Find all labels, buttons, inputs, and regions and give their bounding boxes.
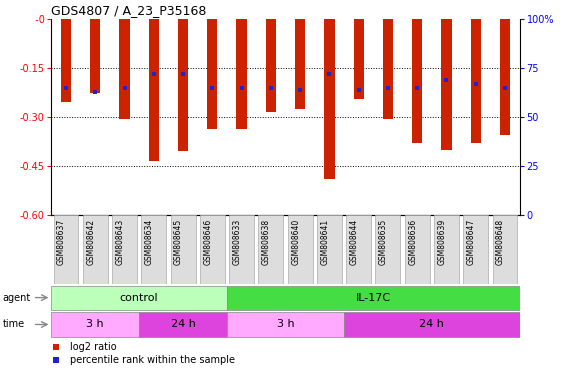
FancyBboxPatch shape <box>317 215 342 284</box>
Bar <box>236 19 247 129</box>
Bar <box>383 19 393 119</box>
Text: GSM808633: GSM808633 <box>232 218 242 265</box>
Text: GSM808645: GSM808645 <box>174 218 183 265</box>
Bar <box>119 19 130 119</box>
Text: 24 h: 24 h <box>419 319 444 329</box>
Text: percentile rank within the sample: percentile rank within the sample <box>70 355 235 365</box>
FancyBboxPatch shape <box>376 215 400 284</box>
FancyBboxPatch shape <box>112 215 137 284</box>
Bar <box>353 19 364 99</box>
Text: IL-17C: IL-17C <box>356 293 391 303</box>
Text: GSM808648: GSM808648 <box>496 218 505 265</box>
Text: GSM808638: GSM808638 <box>262 218 271 265</box>
Text: agent: agent <box>3 293 31 303</box>
Bar <box>324 19 335 179</box>
FancyBboxPatch shape <box>259 215 283 284</box>
Bar <box>207 19 218 129</box>
Text: GSM808634: GSM808634 <box>145 218 154 265</box>
Text: GSM808637: GSM808637 <box>57 218 66 265</box>
FancyBboxPatch shape <box>227 286 520 310</box>
Bar <box>500 19 510 135</box>
Bar <box>295 19 305 109</box>
Text: GSM808636: GSM808636 <box>408 218 417 265</box>
Text: GSM808646: GSM808646 <box>203 218 212 265</box>
Text: GDS4807 / A_23_P35168: GDS4807 / A_23_P35168 <box>51 3 207 17</box>
FancyBboxPatch shape <box>171 215 195 284</box>
Bar <box>412 19 423 143</box>
FancyBboxPatch shape <box>83 215 108 284</box>
Text: GSM808635: GSM808635 <box>379 218 388 265</box>
FancyBboxPatch shape <box>227 313 344 336</box>
FancyBboxPatch shape <box>288 215 312 284</box>
Text: 3 h: 3 h <box>277 319 294 329</box>
Text: GSM808641: GSM808641 <box>320 218 329 265</box>
Text: GSM808644: GSM808644 <box>349 218 359 265</box>
Text: 24 h: 24 h <box>171 319 195 329</box>
FancyBboxPatch shape <box>51 313 139 336</box>
Text: GSM808647: GSM808647 <box>467 218 476 265</box>
Text: GSM808643: GSM808643 <box>115 218 124 265</box>
FancyBboxPatch shape <box>434 215 459 284</box>
FancyBboxPatch shape <box>139 313 227 336</box>
Bar <box>178 19 188 151</box>
FancyBboxPatch shape <box>200 215 225 284</box>
Text: time: time <box>3 319 25 329</box>
Bar <box>441 19 452 150</box>
FancyBboxPatch shape <box>51 286 227 310</box>
Bar <box>61 19 71 103</box>
Bar <box>266 19 276 112</box>
Text: control: control <box>120 293 159 303</box>
Text: 3 h: 3 h <box>86 319 104 329</box>
FancyBboxPatch shape <box>229 215 254 284</box>
Text: GSM808639: GSM808639 <box>437 218 447 265</box>
Bar <box>90 19 100 93</box>
FancyBboxPatch shape <box>405 215 429 284</box>
FancyBboxPatch shape <box>142 215 166 284</box>
FancyBboxPatch shape <box>344 313 520 336</box>
FancyBboxPatch shape <box>346 215 371 284</box>
Text: log2 ratio: log2 ratio <box>70 341 116 351</box>
Text: GSM808642: GSM808642 <box>86 218 95 265</box>
Text: GSM808640: GSM808640 <box>291 218 300 265</box>
FancyBboxPatch shape <box>493 215 517 284</box>
FancyBboxPatch shape <box>463 215 488 284</box>
Bar <box>471 19 481 143</box>
Bar <box>148 19 159 161</box>
FancyBboxPatch shape <box>54 215 78 284</box>
